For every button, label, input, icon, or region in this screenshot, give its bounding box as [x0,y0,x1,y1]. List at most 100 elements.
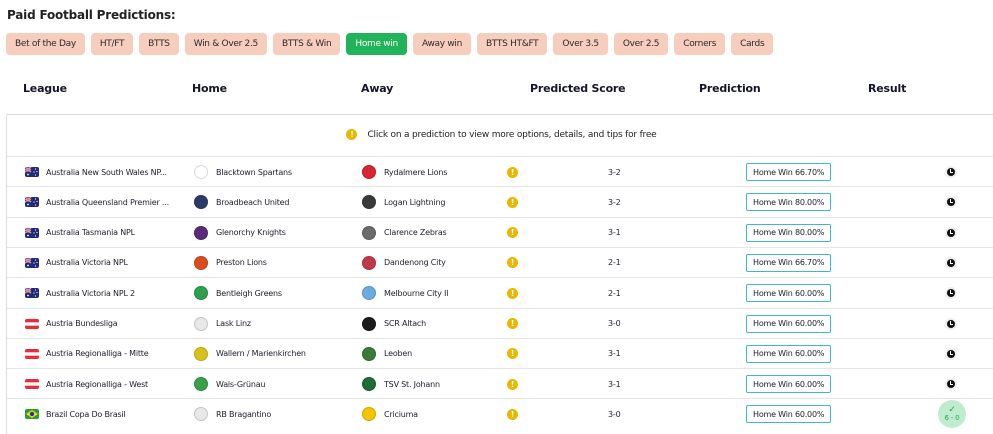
filter-chip-btts[interactable]: BTTS [139,33,179,55]
table-row[interactable]: Austria Regionalliga - West Wals-Grünau TS… [7,368,993,398]
result-cell [945,339,957,369]
predicted-score: 3-1 [608,228,621,238]
australia-flag-icon [25,227,39,238]
filter-chip-ht-ft[interactable]: HT/FT [90,33,134,55]
column-header-result: Result [868,82,907,95]
prediction-button[interactable]: Home Win 66.70% [746,253,832,272]
prediction-cell: Home Win 60.00% [746,369,832,399]
prediction-cell: Home Win 80.00% [746,187,832,217]
tsv-st-johann-logo-icon [362,377,376,392]
table-row[interactable]: Australia Victoria NPL Preston Lions Dande… [7,246,993,278]
info-icon[interactable]: ! [507,408,518,420]
info-icon[interactable]: ! [507,166,518,178]
australia-flag-icon [25,197,39,208]
prediction-button[interactable]: Home Win 80.00% [746,223,832,242]
clock-icon [945,287,957,300]
prediction-button[interactable]: Home Win 60.00% [746,375,832,394]
result-score: 6 - 0 [944,414,960,423]
match-info-cell[interactable]: ! [507,278,518,308]
prediction-cell: Home Win 60.00% [746,309,832,339]
home-team-cell: Wals-Grünau [194,369,265,399]
prediction-cell: Home Win 60.00% [746,399,832,429]
match-info-cell[interactable]: ! [507,369,518,399]
league-cell: Australia New South Wales NP... [25,157,167,187]
result-won-badge: ✓ 6 - 0 [938,400,966,429]
filter-chip-home-win[interactable]: Home win [346,33,407,55]
league-name: Austria Regionalliga - Mitte [46,349,149,359]
table-row[interactable]: Australia Queensland Premier ... Broadbea… [7,186,993,216]
column-header-predicted-score: Predicted Score [530,82,626,95]
prediction-button[interactable]: Home Win 80.00% [746,193,832,212]
league-cell: Austria Bundesliga [25,309,118,339]
result-cell [945,157,957,187]
info-icon[interactable]: ! [507,378,518,390]
match-info-cell[interactable]: ! [507,309,518,339]
match-info-cell[interactable]: ! [507,248,518,278]
match-info-cell[interactable]: ! [507,399,518,429]
filter-chip-bet-of-the-day[interactable]: Bet of the Day [6,33,85,55]
rydalmere-lions-logo-icon [362,165,376,179]
home-team-name: Lask Linz [216,319,251,328]
prediction-button[interactable]: Home Win 60.00% [746,284,832,303]
filter-chip-corners[interactable]: Corners [674,33,726,55]
melbourne-city-ii-logo-icon [362,286,376,301]
filter-chip-over-2-5[interactable]: Over 2.5 [613,33,669,55]
match-info-cell[interactable]: ! [507,157,518,187]
column-header-home: Home [192,82,227,95]
austria-flag-icon [25,348,39,359]
table-row[interactable]: Australia New South Wales NP... Blacktown… [7,156,993,186]
table-header: League Home Away Predicted Score Predict… [0,72,993,108]
filter-chip-win-over-2-5[interactable]: Win & Over 2.5 [184,33,267,55]
filter-chip-btts-win[interactable]: BTTS & Win [272,33,341,55]
glenorchy-knights-logo-icon [194,225,208,240]
info-icon[interactable]: ! [507,287,518,299]
table-row[interactable]: Austria Regionalliga - Mitte Wallern / Ma… [7,337,993,369]
info-icon[interactable]: ! [507,348,518,360]
away-team-name: Dandenong City [384,258,446,268]
table-row[interactable]: Brazil Copa Do Brasil RB Bragantino Criciu… [7,398,993,429]
filter-chip-cards[interactable]: Cards [731,33,774,55]
info-text: Click on a prediction to view more optio… [367,130,657,140]
info-icon[interactable]: ! [507,318,518,329]
table-row[interactable]: Australia Victoria NPL 2 Bentleigh Greens… [7,277,993,307]
away-team-cell: SCR Altach [362,309,426,339]
brazil-flag-icon [25,409,39,420]
away-team-name: Rydalmere Lions [384,167,448,177]
clock-icon [945,256,957,269]
match-info-cell[interactable]: ! [507,339,518,369]
filter-chip-btts-ht-ft[interactable]: BTTS HT&FT [477,33,548,55]
home-team-name: Preston Lions [216,258,267,268]
home-team-cell: Wallern / Marienkirchen [194,339,306,369]
info-icon[interactable]: ! [507,196,518,208]
away-team-name: Criciuma [384,409,418,419]
prediction-button[interactable]: Home Win 60.00% [746,405,832,424]
filter-chip-over-3-5[interactable]: Over 3.5 [553,33,608,55]
check-icon: ✓ [948,405,956,416]
league-name: Australia New South Wales NP... [46,167,167,177]
table-row[interactable]: Austria Bundesliga Lask Linz SCR Altach! 3-… [7,307,993,339]
clock-icon [945,378,957,391]
predicted-score: 2-1 [608,288,621,298]
prediction-button[interactable]: Home Win 60.00% [746,344,832,363]
match-info-cell[interactable]: ! [507,218,518,248]
league-name: Australia Victoria NPL [46,258,128,268]
info-icon: ! [346,129,358,140]
table-row[interactable]: Australia Tasmania NPL Glenorchy Knights C… [7,216,993,248]
league-name: Australia Tasmania NPL [46,228,135,238]
filter-bar: Bet of the Day HT/FT BTTS Win & Over 2.5 BTT… [6,33,774,55]
clarence-zebras-logo-icon [362,225,376,240]
home-team-name: RB Bragantino [216,409,272,419]
info-icon[interactable]: ! [507,257,518,269]
predicted-score: 3-2 [608,167,621,177]
prediction-button[interactable]: Home Win 66.70% [746,163,832,181]
info-icon[interactable]: ! [507,227,518,239]
filter-chip-away-win[interactable]: Away win [412,33,471,55]
prediction-button[interactable]: Home Win 60.00% [746,314,832,333]
column-header-prediction: Prediction [699,82,761,95]
result-cell [945,248,957,278]
preston-lions-logo-icon [194,255,208,270]
austria-flag-icon [25,318,39,329]
match-info-cell[interactable]: ! [507,187,518,217]
predicted-score: 3-1 [608,379,621,389]
away-team-cell: Logan Lightning [362,187,445,217]
